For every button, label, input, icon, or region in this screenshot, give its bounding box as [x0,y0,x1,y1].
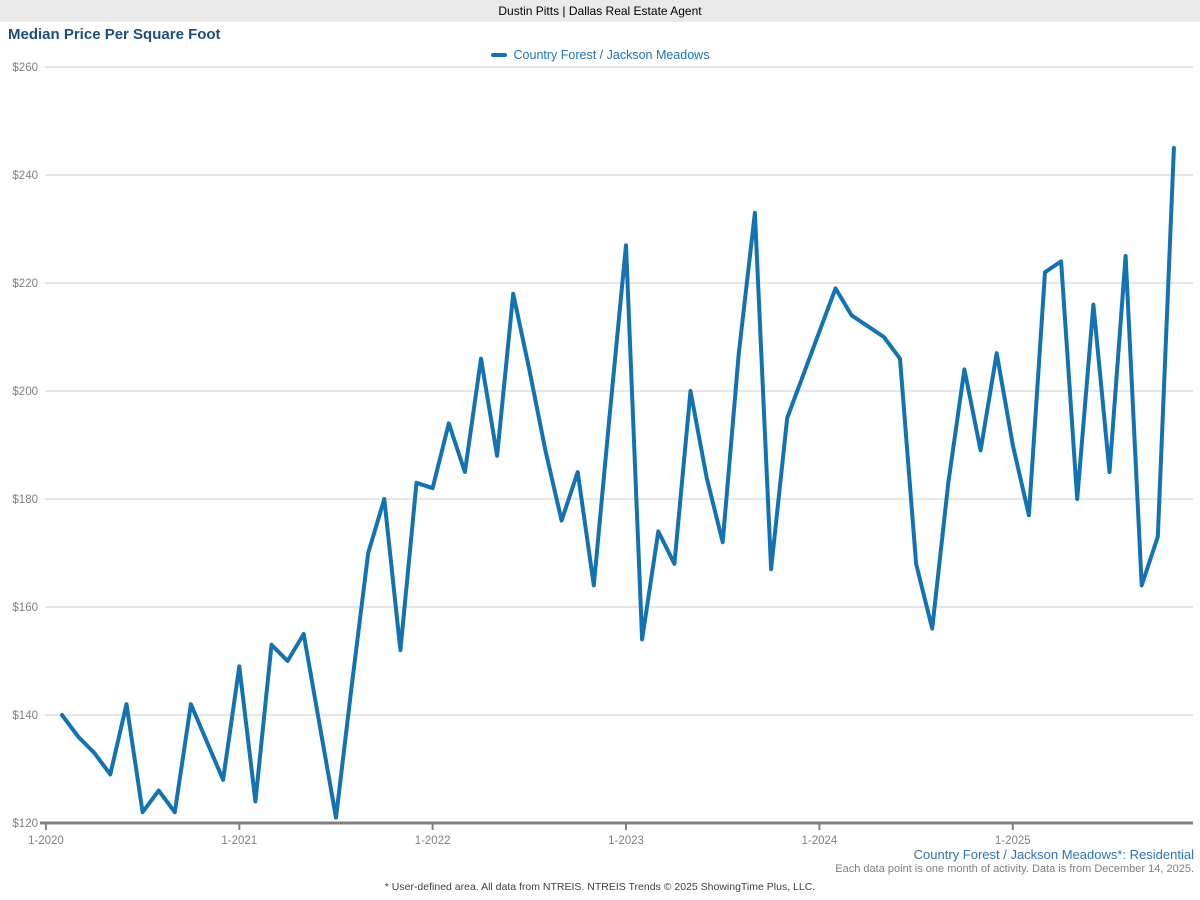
y-tick-label: $160 [12,602,38,614]
legend-line-swatch-icon [490,53,507,57]
header-bar: Dustin Pitts | Dallas Real Estate Agent [0,0,1200,22]
x-tick-label: 1-2023 [608,835,644,847]
page-title: Median Price Per Square Foot [8,26,221,43]
y-tick-label: $180 [12,494,38,506]
x-tick-label: 1-2020 [28,835,64,847]
x-tick-label: 1-2024 [801,835,837,847]
y-tick-label: $140 [12,710,38,722]
x-tick-label: 1-2025 [995,835,1031,847]
footer-disclaimer: * User-defined area. All data from NTREI… [384,881,816,893]
y-tick-label: $120 [12,818,38,830]
series-note: Country Forest / Jackson Meadows*: Resid… [913,847,1194,862]
header-text: Dustin Pitts | Dallas Real Estate Agent [498,4,702,18]
data-note: Each data point is one month of activity… [835,863,1194,875]
y-tick-label: $240 [12,170,38,182]
price-line [60,146,1176,820]
y-tick-label: $200 [12,386,38,398]
legend-label: Country Forest / Jackson Meadows [513,48,710,62]
x-tick-label: 1-2022 [415,835,451,847]
y-tick-label: $260 [12,62,38,74]
legend: Country Forest / Jackson Meadows [0,47,1200,63]
y-tick-label: $220 [12,278,38,290]
x-tick-label: 1-2021 [221,835,257,847]
